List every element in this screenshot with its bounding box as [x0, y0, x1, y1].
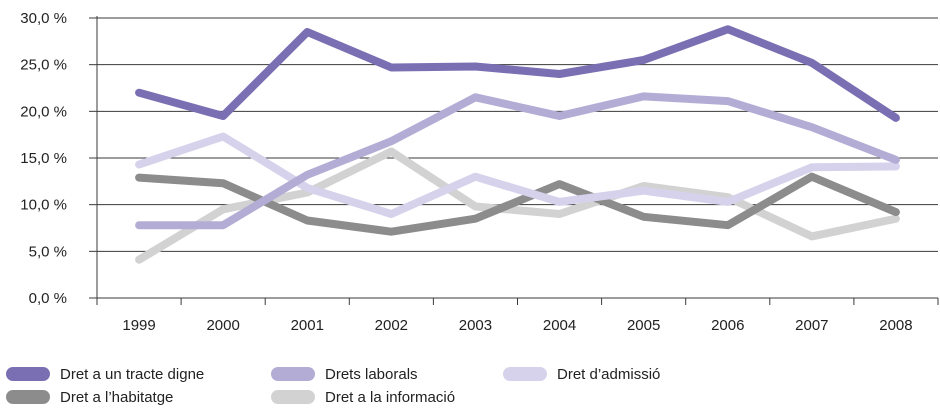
- series-line-2: [135, 92, 900, 230]
- series-lines: [135, 25, 900, 264]
- legend-swatch-tracte-digne: [6, 367, 50, 381]
- series-line-3: [135, 132, 900, 218]
- y-tick-label: 20,0 %: [20, 103, 67, 120]
- x-tick-label: 2003: [459, 317, 492, 334]
- x-tick-label: 2002: [375, 317, 408, 334]
- legend-label-habitatge: Dret a l’habitatge: [60, 388, 174, 406]
- x-tick-label: 2001: [291, 317, 324, 334]
- legend-label-admissio: Dret d’admissió: [557, 365, 661, 383]
- legend-label-tracte-digne: Dret a un tracte digne: [60, 365, 205, 383]
- line-chart: 0,0 % 5,0 % 10,0 % 15,0 % 20,0 % 25,0 % 30,0 %…: [20, 10, 939, 334]
- legend-swatch-informacio: [271, 390, 315, 404]
- legend-label-drets-laborals: Drets laborals: [325, 365, 418, 383]
- legend-item-admissio: Dret d’admissió: [503, 363, 660, 385]
- y-tick-label: 15,0 %: [20, 150, 67, 167]
- x-tick-label: 2004: [543, 317, 576, 334]
- tick-labels: 0,0 % 5,0 % 10,0 % 15,0 % 20,0 % 25,0 % 30,0 %…: [20, 10, 912, 334]
- y-tick-label: 5,0 %: [29, 243, 67, 260]
- legend-item-tracte-digne: Dret a un tracte digne: [6, 363, 204, 385]
- x-tick-label: 2005: [627, 317, 660, 334]
- y-tick-label: 10,0 %: [20, 197, 67, 214]
- x-tick-label: 2006: [711, 317, 744, 334]
- legend-label-informacio: Dret a la informació: [325, 388, 456, 406]
- legend-item-habitatge: Dret a l’habitatge: [6, 386, 173, 408]
- legend-swatch-drets-laborals: [271, 367, 315, 381]
- x-tick-label: 1999: [122, 317, 155, 334]
- legend-swatch-habitatge: [6, 390, 50, 404]
- legend: Dret a un tracte digne Drets laborals Dr…: [0, 360, 940, 408]
- y-tick-label: 25,0 %: [20, 57, 67, 74]
- y-tick-label: 0,0 %: [29, 290, 67, 307]
- legend-swatch-admissio: [503, 367, 547, 381]
- legend-item-informacio: Dret a la informació: [271, 386, 455, 408]
- axes: [89, 16, 939, 305]
- x-tick-label: 2008: [879, 317, 912, 334]
- x-tick-label: 2007: [795, 317, 828, 334]
- y-tick-label: 30,0 %: [20, 10, 67, 27]
- series-line-1: [135, 25, 900, 122]
- x-tick-label: 2000: [206, 317, 239, 334]
- legend-item-drets-laborals: Drets laborals: [271, 363, 418, 385]
